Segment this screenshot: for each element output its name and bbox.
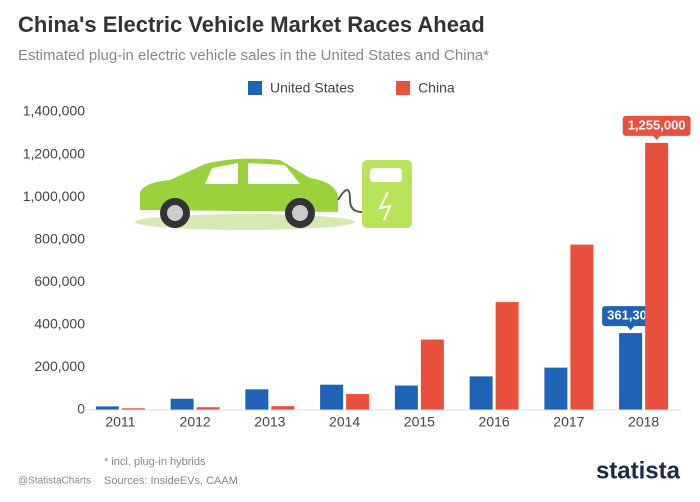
legend-swatch (248, 81, 262, 95)
bar (469, 376, 493, 410)
bar (95, 406, 119, 410)
value-label-pointer (626, 325, 635, 331)
bar (394, 385, 418, 410)
y-tick-label: 1,200,000 (23, 145, 85, 161)
value-label-box (602, 306, 660, 327)
bar (420, 339, 444, 410)
y-tick-label: 400,000 (34, 316, 85, 332)
bar (495, 302, 519, 410)
chart-subtitle: Estimated plug-in electric vehicle sales… (18, 47, 489, 64)
legend-label: China (418, 80, 455, 96)
y-tick-label: 1,400,000 (23, 103, 85, 119)
legend-label: United States (270, 80, 354, 96)
brand: statista (596, 457, 681, 484)
bar (245, 389, 269, 410)
x-tick-label: 2011 (105, 414, 135, 430)
footer: * incl. plug-in hybrids @StatistaCharts … (18, 456, 681, 487)
bar (619, 333, 643, 410)
footnote: * incl. plug-in hybrids (104, 456, 206, 468)
value-label: 361,307 (602, 306, 660, 331)
value-label-pointer (652, 135, 661, 140)
bar (570, 244, 594, 410)
bar (271, 406, 295, 410)
x-tick-label: 2016 (479, 414, 510, 430)
bar (121, 408, 145, 410)
chart-title: China's Electric Vehicle Market Races Ah… (18, 12, 485, 37)
handle: @StatistaCharts (18, 476, 91, 487)
bar (645, 142, 669, 410)
x-tick-label: 2014 (329, 414, 360, 430)
value-label-box (622, 115, 691, 136)
value-label-text: 1,255,000 (628, 117, 686, 132)
y-tick-label: 600,000 (34, 273, 85, 289)
x-tick-label: 2015 (404, 414, 435, 430)
x-tick-label: 2013 (254, 414, 285, 430)
value-label: 1,255,000 (622, 115, 691, 140)
bar (544, 367, 568, 410)
y-tick-label: 800,000 (34, 230, 85, 246)
y-tick-label: 1,000,000 (23, 188, 85, 204)
illustration (135, 158, 412, 230)
source: Sources: InsideEVs, CAAM (104, 475, 238, 487)
bar (170, 398, 194, 410)
bar (196, 407, 220, 410)
y-tick-label: 0 (77, 401, 85, 417)
y-tick-label: 200,000 (34, 358, 85, 374)
bar (346, 394, 370, 410)
legend-swatch (396, 81, 411, 95)
value-label-text: 361,307 (607, 308, 654, 323)
bar (320, 384, 344, 410)
x-tick-label: 2018 (628, 414, 659, 430)
x-tick-label: 2012 (180, 414, 211, 430)
x-tick-label: 2017 (553, 414, 584, 430)
